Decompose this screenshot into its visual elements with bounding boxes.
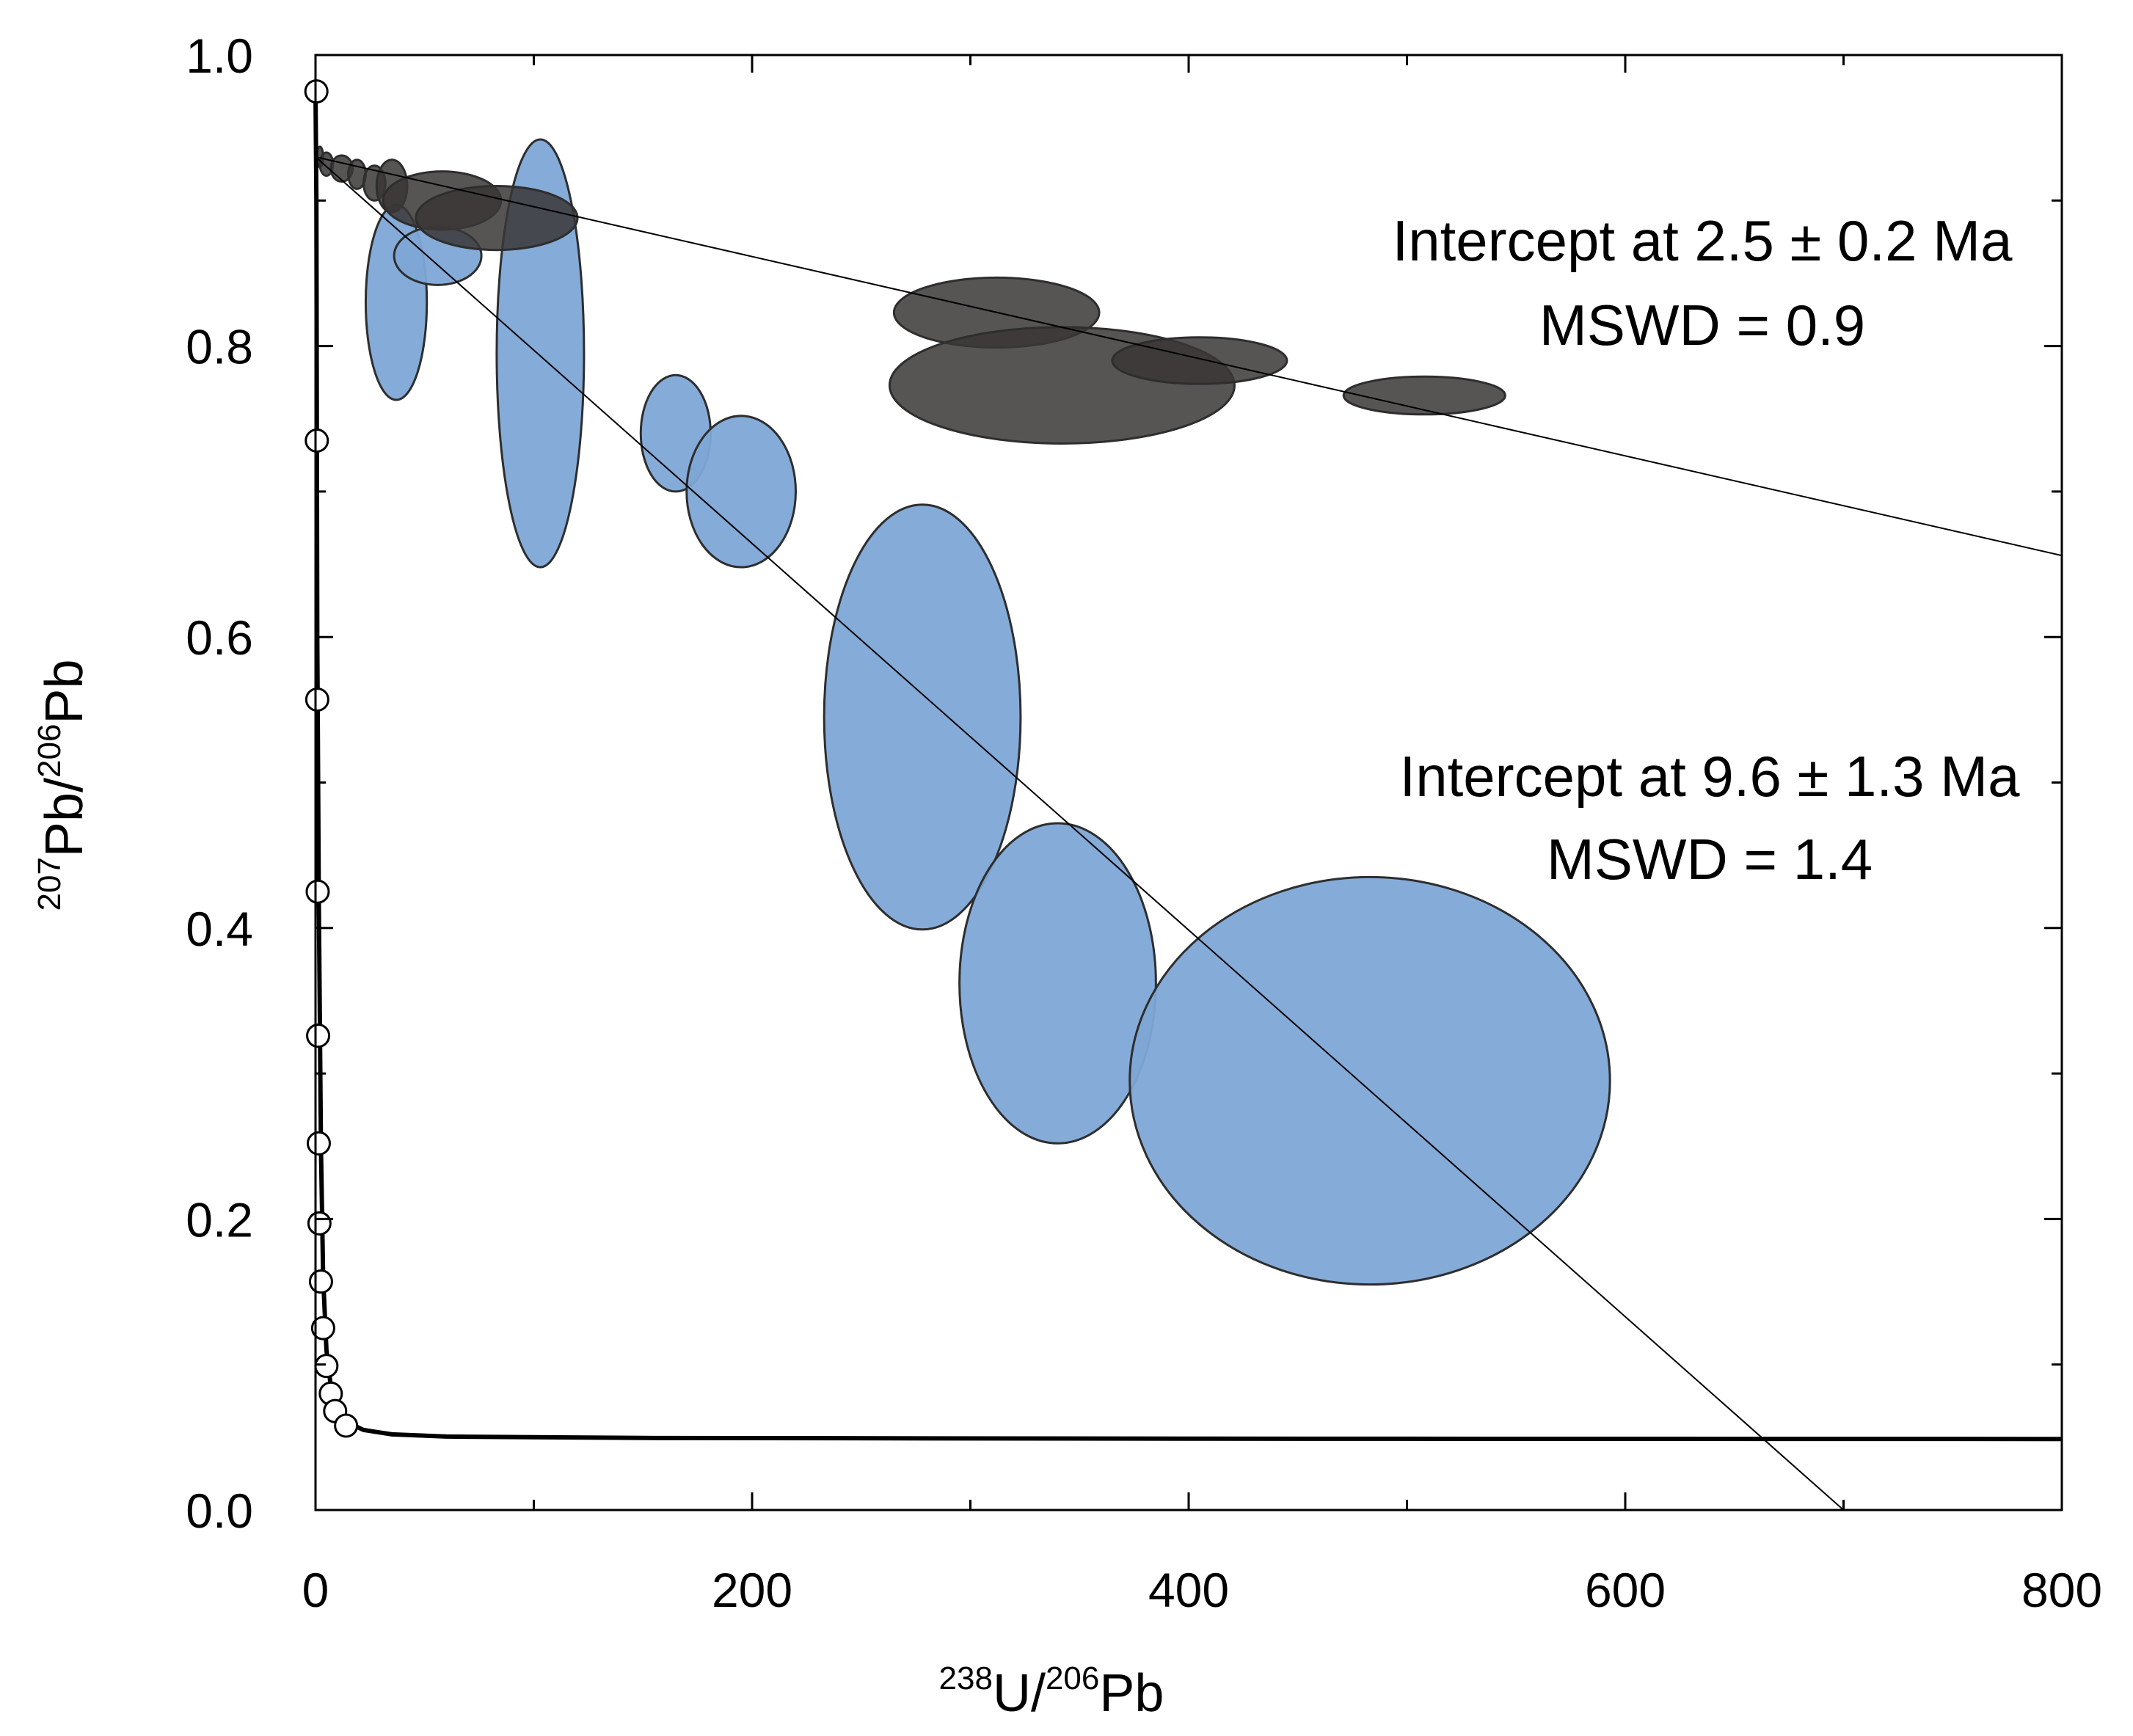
regression-line-0: [316, 156, 2062, 557]
regression-lines-layer: [316, 156, 2062, 1510]
tick-labels-layer: 0 200 400 600 800 0.0 0.2 0.4 0.6 0.8 1.0: [186, 29, 2102, 1617]
concordia-marker-2: [305, 687, 329, 712]
ellipses-layer: [316, 138, 1611, 1286]
lower-mswd-label: MSWD = 1.4: [1547, 827, 1873, 891]
ticks-layer: [314, 54, 2063, 1511]
concordia-marker-1: [305, 428, 329, 453]
x-axis-title-sup1: 238: [939, 1660, 993, 1696]
blue-ellipse-7: [1129, 875, 1611, 1286]
y-tick-label-2: 0.4: [186, 902, 253, 956]
y-tick-label-4: 0.8: [186, 320, 253, 374]
regression-line-1: [316, 156, 1845, 1510]
blue-ellipse-4: [685, 415, 797, 569]
concordia-marker-3: [305, 879, 330, 904]
y-axis-title-base2: Pb: [35, 660, 94, 724]
y-axis-title-base1: Pb/: [35, 778, 94, 857]
blue-ellipse-5: [823, 503, 1022, 931]
x-axis-title-base2: Pb: [1099, 1664, 1164, 1723]
upper-intercept-label: Intercept at 2.5 ± 0.2 Ma: [1393, 208, 2013, 273]
y-tick-label-1: 0.2: [186, 1192, 253, 1247]
concordia-marker-5: [306, 1131, 331, 1156]
x-tick-label-0: 0: [302, 1563, 329, 1617]
concordia-marker-4: [306, 1024, 331, 1048]
upper-mswd-label: MSWD = 0.9: [1539, 293, 1865, 357]
dark-ellipse-7: [415, 184, 579, 252]
dark-ellipse-11: [1342, 375, 1506, 416]
y-axis-title-sup2: 206: [32, 724, 68, 778]
y-tick-label-5: 1.0: [186, 29, 253, 83]
y-axis-title-sup1: 207: [32, 857, 68, 911]
x-tick-label-2: 400: [1148, 1563, 1229, 1617]
y-tick-label-0: 0.0: [186, 1484, 253, 1538]
x-tick-label-3: 600: [1585, 1563, 1666, 1617]
concordia-marker-7: [308, 1269, 333, 1294]
x-axis-title-base1: U/: [993, 1664, 1046, 1723]
concordia-marker-6: [307, 1211, 332, 1236]
x-tick-label-4: 800: [2021, 1563, 2102, 1617]
y-axis-title: 207Pb/206Pb: [32, 660, 94, 911]
concordia-marker-8: [310, 1316, 335, 1341]
concordia-marker-9: [314, 1354, 339, 1379]
x-axis-title: 238U/206Pb: [939, 1660, 1164, 1723]
concordia-marker-12: [334, 1413, 359, 1438]
x-tick-label-1: 200: [712, 1563, 792, 1617]
blue-ellipse-6: [958, 822, 1157, 1145]
lower-intercept-label: Intercept at 9.6 ± 1.3 Ma: [1400, 744, 2021, 809]
x-axis-title-sup2: 206: [1046, 1660, 1099, 1696]
y-tick-label-3: 0.6: [186, 610, 253, 665]
